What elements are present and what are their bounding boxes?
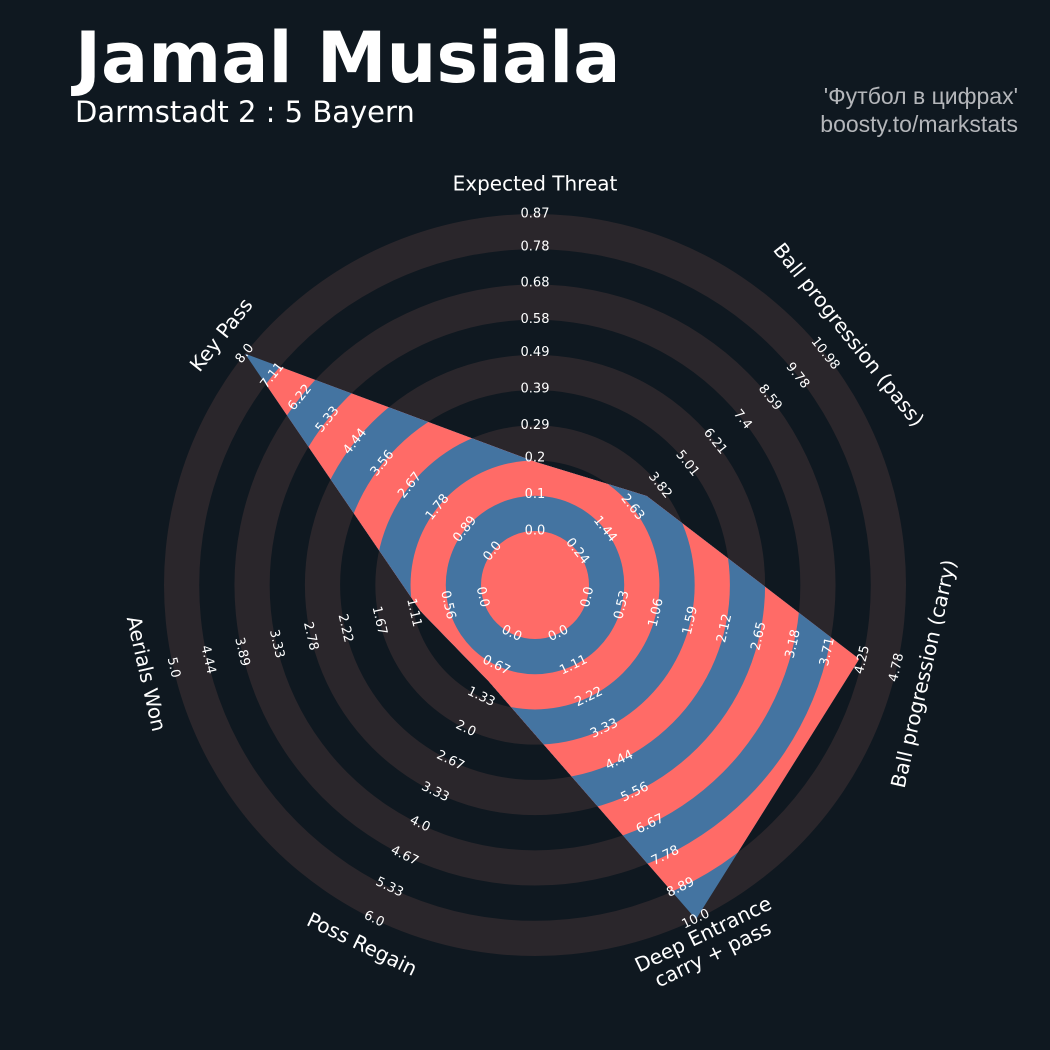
tick-label: 4.78: [886, 652, 907, 684]
tick-label: 1.11: [403, 597, 424, 629]
tick-label: 0.2: [525, 451, 546, 466]
tick-label: 0.0: [578, 585, 597, 609]
tick-label: 4.25: [852, 644, 873, 676]
tick-label: 3.18: [783, 628, 804, 660]
credit: 'Футбол в цифрах': [824, 83, 1018, 109]
tick-label: 0.0: [525, 524, 546, 539]
tick-label: 0.87: [521, 207, 550, 222]
tick-label: 1.06: [646, 597, 667, 629]
tick-label: 0.56: [437, 589, 458, 621]
tick-label: 1.59: [680, 605, 701, 637]
tick-label: 0.49: [521, 345, 550, 360]
tick-label: 0.68: [521, 276, 550, 291]
tick-label: 0.0: [473, 585, 492, 609]
tick-label: 1.67: [369, 605, 390, 637]
tick-label: 3.89: [231, 636, 252, 668]
tick-label: 2.78: [300, 620, 321, 652]
tick-label: 0.58: [521, 312, 550, 327]
tick-label: 5.0: [164, 656, 183, 680]
chart-title: Jamal Musiala: [71, 17, 620, 99]
tick-label: 0.29: [521, 418, 550, 433]
tick-label: 3.71: [817, 636, 838, 668]
tick-label: 2.65: [748, 620, 769, 652]
tick-label: 3.33: [266, 628, 287, 660]
credit: boosty.to/markstats: [820, 111, 1018, 137]
tick-label: 0.39: [521, 381, 550, 396]
tick-label: 2.22: [335, 613, 356, 645]
tick-label: 0.1: [525, 487, 546, 502]
tick-label: 2.12: [714, 613, 735, 645]
radar-band: [481, 531, 589, 639]
tick-label: 4.44: [197, 644, 218, 676]
chart-subtitle: Darmstadt 2 : 5 Bayern: [75, 95, 415, 129]
axis-label: Expected Threat: [453, 172, 618, 196]
tick-label: 0.78: [521, 239, 550, 254]
tick-label: 0.53: [611, 589, 632, 621]
